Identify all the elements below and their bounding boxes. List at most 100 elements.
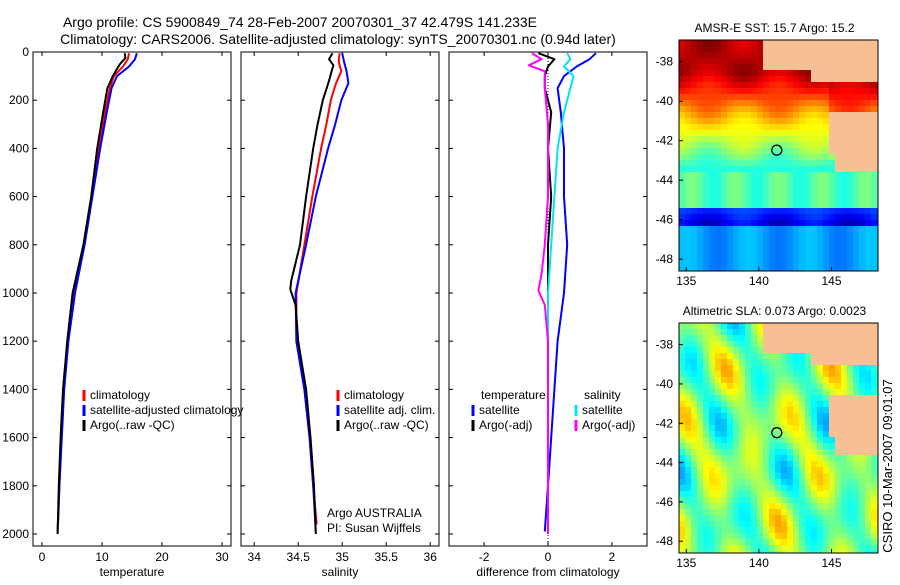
- map-cell: [685, 58, 691, 64]
- map-cell: [739, 262, 745, 268]
- map-cell: [703, 521, 709, 527]
- map-cell: [775, 220, 781, 226]
- map-cell: [853, 473, 859, 479]
- map-cell: [745, 46, 751, 52]
- map-cell: [805, 449, 811, 455]
- map-cell: [691, 377, 697, 383]
- map-cell: [859, 389, 865, 395]
- map-cell: [775, 383, 781, 389]
- map-cell: [859, 401, 865, 407]
- map-cell: [859, 473, 865, 479]
- map-cell: [811, 473, 817, 479]
- map-cell: [757, 124, 763, 130]
- map-cell: [793, 407, 799, 413]
- map-cell: [769, 226, 775, 232]
- map-cell: [865, 371, 871, 377]
- map-cell: [691, 419, 697, 425]
- map-cell: [865, 196, 871, 202]
- map-cell: [835, 226, 841, 232]
- map-cell: [751, 208, 757, 214]
- map-cell: [853, 112, 859, 118]
- map-cell: [721, 244, 727, 250]
- map-cell: [679, 208, 685, 214]
- map-cell: [847, 196, 853, 202]
- map-cell: [781, 539, 787, 545]
- map-cell: [685, 262, 691, 268]
- map-cell: [823, 70, 829, 76]
- map-cell: [691, 341, 697, 347]
- map-cell: [685, 413, 691, 419]
- map-cell: [679, 461, 685, 467]
- map-cell: [781, 64, 787, 70]
- map-cell: [727, 70, 733, 76]
- map-cell: [685, 64, 691, 70]
- map-cell: [865, 419, 871, 425]
- map-cell: [685, 527, 691, 533]
- map-cell: [799, 503, 805, 509]
- map-cell: [685, 419, 691, 425]
- map-cell: [841, 389, 847, 395]
- map-cell: [745, 341, 751, 347]
- map-cell: [841, 214, 847, 220]
- map-cell: [697, 377, 703, 383]
- map-cell: [727, 323, 733, 329]
- map-cell: [829, 359, 835, 365]
- map-cell: [739, 58, 745, 64]
- map-cell: [733, 449, 739, 455]
- map-cell: [697, 323, 703, 329]
- map-cell: [871, 407, 877, 413]
- map-cell: [727, 515, 733, 521]
- map-cell: [757, 539, 763, 545]
- map-cell: [769, 208, 775, 214]
- map-cell: [715, 94, 721, 100]
- map-cell: [847, 52, 853, 58]
- map-cell: [811, 202, 817, 208]
- map-cell: [709, 46, 715, 52]
- map-cell: [841, 154, 847, 160]
- map-cell: [817, 166, 823, 172]
- map-cell: [847, 467, 853, 473]
- map-cell: [769, 371, 775, 377]
- map-cell: [691, 172, 697, 178]
- map-cell: [847, 377, 853, 383]
- map-cell: [781, 401, 787, 407]
- map-cell: [751, 178, 757, 184]
- map-cell: [691, 232, 697, 238]
- map-cell: [769, 136, 775, 142]
- map-cell: [679, 485, 685, 491]
- map-cell: [721, 64, 727, 70]
- map-cell: [811, 244, 817, 250]
- map-cell: [733, 425, 739, 431]
- map-cell: [775, 515, 781, 521]
- map-cell: [739, 455, 745, 461]
- map-cell: [823, 178, 829, 184]
- map-cell: [835, 100, 841, 106]
- map-cell: [697, 551, 703, 553]
- map-cell: [697, 148, 703, 154]
- map-cell: [703, 401, 709, 407]
- map-cell: [835, 154, 841, 160]
- map-cell: [805, 40, 811, 46]
- map-cell: [709, 52, 715, 58]
- map-cell: [703, 88, 709, 94]
- map-cell: [835, 485, 841, 491]
- map-cell: [763, 148, 769, 154]
- map-cell: [847, 515, 853, 521]
- map-cell: [691, 100, 697, 106]
- map-cell: [745, 461, 751, 467]
- map-cell: [859, 455, 865, 461]
- map-cell: [787, 100, 793, 106]
- panel-temperature: 0 10 20 30020040060080010001200140016001800…: [2, 45, 243, 579]
- map-cell: [865, 94, 871, 100]
- map-cell: [763, 443, 769, 449]
- map-cell: [727, 335, 733, 341]
- map-cell: [757, 455, 763, 461]
- map-cell: [763, 491, 769, 497]
- map-cell: [685, 449, 691, 455]
- map-cell: [739, 268, 745, 271]
- map-cell: [871, 527, 877, 533]
- map-cell: [817, 196, 823, 202]
- panel-annotation: PI: Susan Wijffels: [327, 521, 421, 535]
- map-cell: [691, 335, 697, 341]
